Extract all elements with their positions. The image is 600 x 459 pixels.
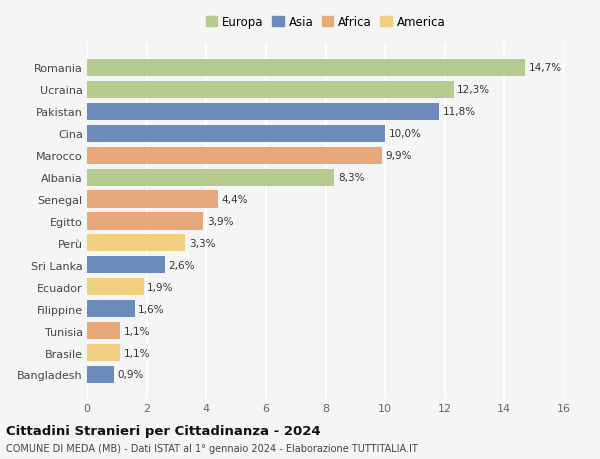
Text: Cittadini Stranieri per Cittadinanza - 2024: Cittadini Stranieri per Cittadinanza - 2… [6, 424, 320, 437]
Text: 9,9%: 9,9% [386, 151, 412, 161]
Text: 1,1%: 1,1% [124, 326, 150, 336]
Bar [87, 104, 439, 121]
Legend: Europa, Asia, Africa, America: Europa, Asia, Africa, America [203, 14, 448, 32]
Bar [87, 279, 143, 296]
Text: COMUNE DI MEDA (MB) - Dati ISTAT al 1° gennaio 2024 - Elaborazione TUTTITALIA.IT: COMUNE DI MEDA (MB) - Dati ISTAT al 1° g… [6, 443, 418, 453]
Text: 12,3%: 12,3% [457, 85, 490, 95]
Text: 0,9%: 0,9% [118, 369, 144, 380]
Text: 1,1%: 1,1% [124, 348, 150, 358]
Bar [87, 257, 164, 274]
Bar [87, 125, 385, 142]
Bar [87, 322, 120, 339]
Text: 11,8%: 11,8% [442, 107, 475, 117]
Bar [87, 82, 454, 99]
Text: 4,4%: 4,4% [222, 195, 248, 205]
Bar [87, 301, 134, 318]
Bar [87, 191, 218, 208]
Bar [87, 235, 185, 252]
Text: 3,9%: 3,9% [207, 217, 233, 226]
Text: 14,7%: 14,7% [529, 63, 562, 73]
Bar [87, 213, 203, 230]
Text: 8,3%: 8,3% [338, 173, 365, 183]
Bar [87, 147, 382, 164]
Text: 10,0%: 10,0% [389, 129, 422, 139]
Bar [87, 60, 525, 77]
Text: 2,6%: 2,6% [168, 260, 194, 270]
Bar [87, 366, 114, 383]
Text: 1,6%: 1,6% [138, 304, 165, 314]
Text: 3,3%: 3,3% [189, 238, 215, 248]
Bar [87, 169, 334, 186]
Text: 1,9%: 1,9% [147, 282, 174, 292]
Bar [87, 344, 120, 361]
